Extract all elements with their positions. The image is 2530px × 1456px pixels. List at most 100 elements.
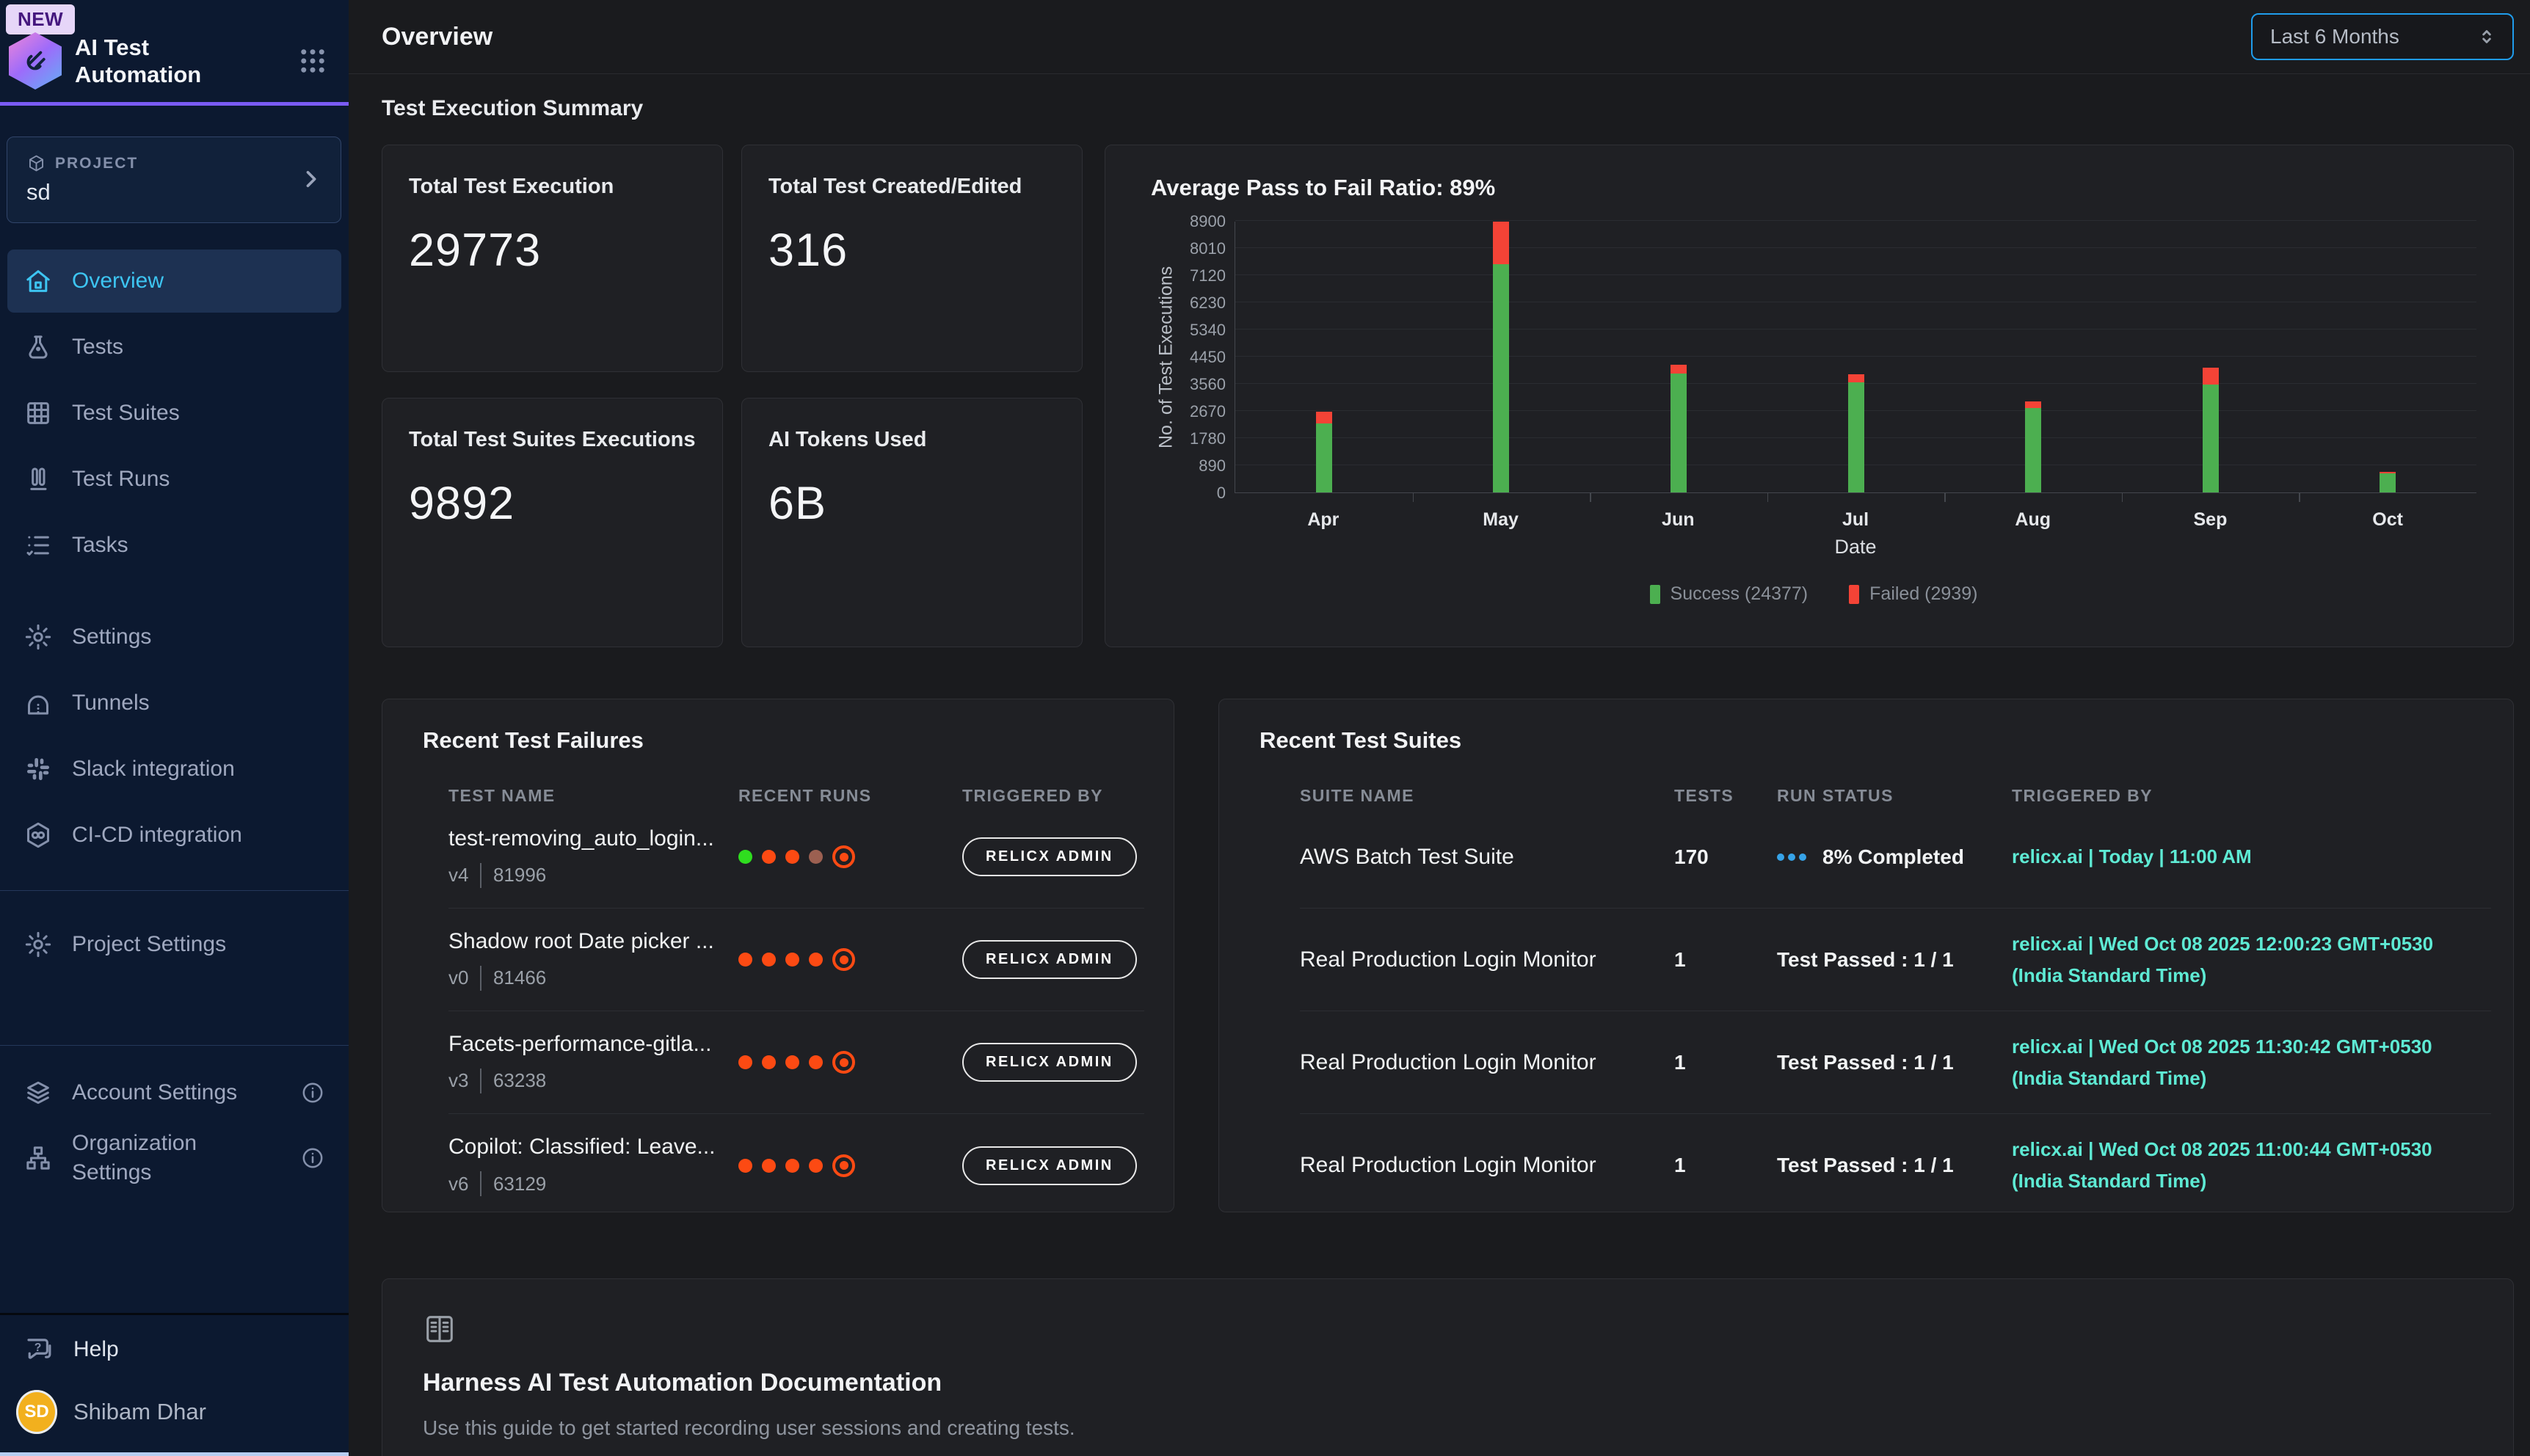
divider bbox=[480, 863, 481, 888]
sidebar-item-tasks[interactable]: Tasks bbox=[7, 514, 341, 577]
tasks-icon bbox=[23, 531, 53, 560]
triggered-by-link[interactable]: relicx.ai | Today | 11:00 AM bbox=[2012, 841, 2491, 873]
triggered-by-button[interactable]: RELICX ADMIN bbox=[962, 940, 1137, 979]
x-tick-label: May bbox=[1483, 509, 1519, 531]
date-range-value: Last 6 Months bbox=[2270, 25, 2399, 48]
sidebar-item-tunnels[interactable]: Tunnels bbox=[7, 671, 341, 735]
chart-title: Average Pass to Fail Ratio: 89% bbox=[1151, 175, 2476, 201]
sidebar-item-organization-settings[interactable]: Organization Settings bbox=[7, 1118, 341, 1198]
table-row[interactable]: Facets-performance-gitla... v363238 RELICX… bbox=[448, 1011, 1144, 1114]
test-name-cell: Copilot: Classified: Leave...v663129 bbox=[448, 1135, 738, 1196]
topbar: Overview Last 6 Months bbox=[349, 0, 2530, 74]
documentation-card: Harness AI Test Automation Documentation… bbox=[382, 1278, 2514, 1456]
content: Test Execution Summary Total Test Execut… bbox=[349, 74, 2530, 1456]
sidebar-item-help[interactable]: ? Help bbox=[0, 1315, 349, 1372]
stat-card-total-test-execution: Total Test Execution29773 bbox=[382, 145, 723, 372]
table-row[interactable]: Real Production Login Monitor1Test Passe… bbox=[1300, 1011, 2491, 1114]
run-dot-current-icon bbox=[832, 1051, 855, 1074]
bar-failed-segment bbox=[1493, 222, 1509, 264]
sidebar-bottom-highlight bbox=[0, 1452, 349, 1456]
triggered-by-button[interactable]: RELICX ADMIN bbox=[962, 837, 1137, 876]
bar-success-segment bbox=[1848, 382, 1864, 492]
run-dot-fail-icon bbox=[785, 1159, 799, 1173]
info-icon[interactable] bbox=[300, 1146, 325, 1171]
run-status-dots bbox=[738, 948, 962, 971]
test-name: test-removing_auto_login... bbox=[448, 826, 738, 851]
table-row[interactable]: Real Production Login Monitor1Test Passe… bbox=[1300, 1114, 2491, 1212]
bar-success-segment bbox=[1493, 264, 1509, 492]
sidebar-divider bbox=[0, 890, 349, 891]
triggered-by-link[interactable]: relicx.ai | Wed Oct 08 2025 11:00:44 GMT… bbox=[2012, 1134, 2491, 1197]
triggered-by-button[interactable]: RELICX ADMIN bbox=[962, 1043, 1137, 1082]
suite-tests-count: 1 bbox=[1674, 1154, 1777, 1177]
sidebar-item-slack-integration[interactable]: Slack integration bbox=[7, 738, 341, 801]
suite-name: Real Production Login Monitor bbox=[1300, 1153, 1674, 1178]
docs-subtitle: Use this guide to get started recording … bbox=[423, 1416, 2473, 1440]
run-status-text: Test Passed : 1 / 1 bbox=[1777, 948, 1954, 972]
main-area: Overview Last 6 Months Test Execution Su… bbox=[349, 0, 2530, 1456]
test-version-info: v363238 bbox=[448, 1069, 738, 1093]
sidebar-item-project-settings[interactable]: Project Settings bbox=[7, 913, 341, 976]
y-tick-label: 0 bbox=[1217, 484, 1226, 503]
sidebar-accent-bar bbox=[0, 102, 349, 106]
test-name-cell: Facets-performance-gitla... v363238 bbox=[448, 1032, 738, 1093]
run-dot-fail-icon bbox=[785, 850, 799, 864]
triggered-by-link[interactable]: relicx.ai | Wed Oct 08 2025 12:00:23 GMT… bbox=[2012, 928, 2491, 991]
suite-tests-count: 170 bbox=[1674, 845, 1777, 869]
test-name: Facets-performance-gitla... bbox=[448, 1032, 738, 1057]
triggered-by-button[interactable]: RELICX ADMIN bbox=[962, 1146, 1137, 1185]
chart-bar-jul bbox=[1848, 374, 1864, 492]
x-tick-label: Sep bbox=[2193, 509, 2227, 531]
project-selector[interactable]: PROJECT sd bbox=[7, 136, 341, 223]
stat-value: 316 bbox=[768, 224, 1055, 277]
run-status-dots bbox=[738, 1154, 962, 1177]
cicd-icon bbox=[23, 820, 53, 850]
x-tick-label: Jul bbox=[1842, 509, 1869, 531]
table-row[interactable]: Real Production Login Monitor1Test Passe… bbox=[1300, 909, 2491, 1011]
y-tick-label: 7120 bbox=[1190, 266, 1226, 285]
sidebar-item-settings[interactable]: Settings bbox=[7, 605, 341, 669]
sidebar-item-tests[interactable]: Tests bbox=[7, 316, 341, 379]
run-dot-current-icon bbox=[832, 845, 855, 868]
bar-failed-segment bbox=[1671, 365, 1687, 374]
suites-table-header: SUITE NAME TESTS RUN STATUS TRIGGERED BY bbox=[1300, 786, 2491, 806]
test-run-id: 63129 bbox=[493, 1173, 546, 1195]
sidebar-item-account-settings[interactable]: Account Settings bbox=[7, 1068, 341, 1118]
sidebar-item-ci-cd-integration[interactable]: CI-CD integration bbox=[7, 804, 341, 867]
chart-plot-area bbox=[1235, 222, 2476, 493]
info-icon[interactable] bbox=[300, 1080, 325, 1105]
run-dot-fail-icon bbox=[785, 1055, 799, 1069]
x-tick-label: Apr bbox=[1307, 509, 1339, 531]
apps-grid-icon[interactable] bbox=[297, 46, 328, 80]
table-row[interactable]: test-removing_auto_login...v481996RELICX… bbox=[448, 806, 1144, 909]
sidebar-item-overview[interactable]: Overview bbox=[7, 250, 341, 313]
user-name: Shibam Dhar bbox=[73, 1399, 206, 1425]
sidebar-item-test-runs[interactable]: Test Runs bbox=[7, 448, 341, 511]
stat-value: 6B bbox=[768, 477, 1055, 530]
table-row[interactable]: Shadow root Date picker ...v081466RELICX… bbox=[448, 909, 1144, 1011]
chart-bar-apr bbox=[1316, 412, 1332, 492]
user-menu[interactable]: SD Shibam Dhar bbox=[0, 1372, 349, 1456]
table-row[interactable]: Copilot: Classified: Leave...v663129 RELI… bbox=[448, 1114, 1144, 1212]
sidebar-item-label: Slack integration bbox=[72, 757, 235, 782]
legend-item-failed: Failed (2939) bbox=[1849, 583, 1977, 605]
tunnel-icon bbox=[23, 688, 53, 718]
column-header: TEST NAME bbox=[448, 786, 738, 806]
run-status-cell: Test Passed : 1 / 1 bbox=[1777, 1154, 2012, 1177]
test-version: v4 bbox=[448, 864, 468, 887]
sidebar-item-test-suites[interactable]: Test Suites bbox=[7, 382, 341, 445]
test-run-id: 81466 bbox=[493, 967, 546, 989]
chart-bar-sep bbox=[2203, 368, 2219, 492]
bar-failed-segment bbox=[2203, 368, 2219, 384]
column-header: TESTS bbox=[1674, 786, 1777, 806]
y-tick-label: 5340 bbox=[1190, 321, 1226, 340]
triggered-by-link[interactable]: relicx.ai | Wed Oct 08 2025 11:30:42 GMT… bbox=[2012, 1031, 2491, 1094]
y-tick-label: 890 bbox=[1199, 456, 1226, 476]
stat-card-total-test-created-edited: Total Test Created/Edited316 bbox=[741, 145, 1083, 372]
table-row[interactable]: AWS Batch Test Suite1708% Completedrelic… bbox=[1300, 806, 2491, 909]
chart-body: No. of Test Executions 08901780267035604… bbox=[1151, 222, 2476, 558]
bar-failed-segment bbox=[1316, 412, 1332, 423]
docs-book-icon bbox=[423, 1312, 2473, 1350]
page-title: Overview bbox=[382, 23, 492, 51]
date-range-select[interactable]: Last 6 Months bbox=[2251, 13, 2514, 60]
